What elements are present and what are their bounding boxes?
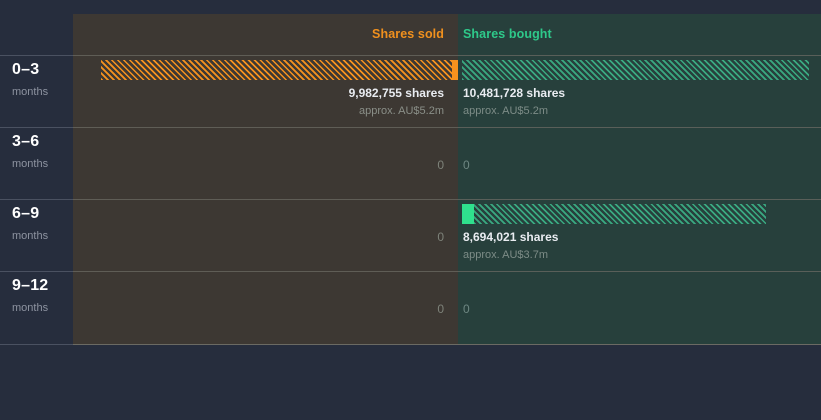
row-divider — [0, 199, 821, 200]
chart-row: 0–3 months 9,982,755 shares approx. AU$5… — [0, 55, 821, 127]
bought-values-1: 0 — [463, 158, 470, 173]
row-divider-left — [0, 199, 73, 200]
column-header-shares-bought: Shares bought — [463, 27, 552, 41]
sold-values-3: 0 — [437, 302, 444, 317]
bought-value: 10,481,728 shares — [463, 86, 566, 100]
row-period: 9–12 — [12, 277, 49, 294]
row-unit: months — [12, 158, 49, 170]
sold-bar-0 — [101, 60, 458, 80]
chart-bottom-divider-left — [0, 344, 73, 345]
sold-zero: 0 — [437, 302, 444, 316]
row-divider — [0, 127, 821, 128]
sold-value: 9,982,755 shares — [348, 86, 444, 100]
row-divider — [0, 55, 821, 56]
chart-bottom-divider — [0, 344, 821, 345]
chart-legend: Sold By Individuals Sold By Companies Bo… — [0, 345, 821, 420]
sold-zero: 0 — [437, 230, 444, 244]
row-period: 3–6 — [12, 133, 40, 150]
bought-companies-segment — [474, 204, 766, 224]
chart-header: Shares sold Shares bought — [0, 14, 821, 55]
bought-values-0: 10,481,728 shares approx. AU$5.2m — [463, 86, 565, 118]
bought-value: 8,694,021 shares — [463, 230, 559, 244]
row-label-2: 6–9 months — [12, 205, 70, 242]
row-divider-left — [0, 127, 73, 128]
sold-values-1: 0 — [437, 158, 444, 173]
bought-values-3: 0 — [463, 302, 470, 317]
row-label-0: 0–3 months — [12, 61, 70, 98]
row-divider-left — [0, 55, 73, 56]
sold-values-2: 0 — [437, 230, 444, 245]
row-unit: months — [12, 230, 49, 242]
bought-approx: approx. AU$3.7m — [463, 249, 548, 261]
chart-row: 6–9 months 0 8,694,021 shares approx. AU… — [0, 199, 821, 271]
chart-row: 9–12 months 0 0 — [0, 271, 821, 343]
bought-bar-0 — [462, 60, 809, 80]
row-label-1: 3–6 months — [12, 133, 70, 170]
column-header-shares-sold: Shares sold — [372, 27, 444, 41]
sold-values-0: 9,982,755 shares approx. AU$5.2m — [349, 86, 444, 118]
bought-approx: approx. AU$5.2m — [463, 105, 548, 117]
sold-companies-segment — [101, 60, 452, 80]
row-divider — [0, 271, 821, 272]
sold-zero: 0 — [437, 158, 444, 172]
bought-zero: 0 — [463, 158, 470, 172]
sold-approx: approx. AU$5.2m — [359, 105, 444, 117]
row-label-3: 9–12 months — [12, 277, 70, 314]
row-period: 0–3 — [12, 61, 40, 78]
bought-individuals-segment — [462, 204, 474, 224]
bought-bar-2 — [462, 204, 766, 224]
row-divider-left — [0, 271, 73, 272]
bought-companies-segment — [462, 60, 809, 80]
chart-row: 3–6 months 0 0 — [0, 127, 821, 199]
row-unit: months — [12, 302, 49, 314]
sold-individuals-segment — [452, 60, 458, 80]
bought-values-2: 8,694,021 shares approx. AU$3.7m — [463, 230, 558, 262]
row-unit: months — [12, 86, 49, 98]
bought-zero: 0 — [463, 302, 470, 316]
insider-trading-chart: Shares sold Shares bought 0–3 months 9,9… — [0, 14, 821, 345]
row-period: 6–9 — [12, 205, 40, 222]
